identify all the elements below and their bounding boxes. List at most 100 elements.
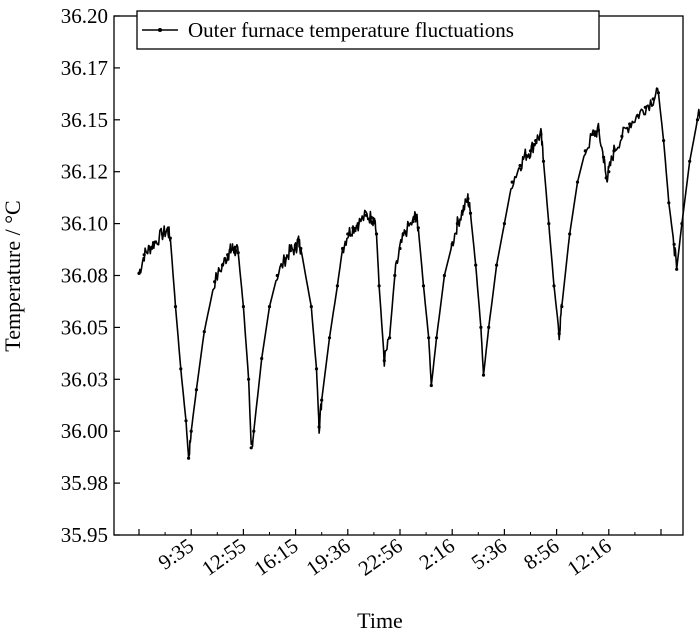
x-tick-label: 5:36 xyxy=(467,533,511,574)
data-point xyxy=(398,246,402,251)
data-point xyxy=(607,170,611,174)
data-point xyxy=(474,263,478,267)
data-point xyxy=(189,429,193,433)
y-tick-label: 36.10 xyxy=(61,212,108,236)
y-tick-label: 36.17 xyxy=(61,56,108,80)
y-tick-label: 36.20 xyxy=(61,4,108,28)
data-point xyxy=(194,388,198,392)
data-point xyxy=(528,149,533,153)
y-tick-label: 36.08 xyxy=(61,264,108,288)
data-point xyxy=(518,163,522,168)
data-point xyxy=(231,246,235,251)
data-point xyxy=(667,201,671,205)
data-point xyxy=(596,128,601,132)
data-point xyxy=(356,222,360,226)
data-point xyxy=(695,118,700,122)
data-point xyxy=(160,232,165,236)
x-axis: 9:35 12:55 16:15 19:36 22:56 2:16 5:36 8:56 12:1… xyxy=(138,529,662,581)
data-point xyxy=(346,232,350,236)
y-tick-label: 36.12 xyxy=(61,160,108,184)
data-point xyxy=(547,222,551,226)
data-point xyxy=(675,267,679,271)
series-line xyxy=(138,87,700,459)
y-axis-title: Temperature / °C xyxy=(0,200,25,351)
data-point xyxy=(341,246,345,251)
data-point xyxy=(575,180,580,184)
data-point xyxy=(327,336,332,340)
data-point xyxy=(173,305,178,309)
series-layer xyxy=(137,87,700,460)
data-point xyxy=(541,159,546,163)
data-point xyxy=(651,97,655,101)
data-point xyxy=(468,211,473,215)
data-point xyxy=(168,236,172,240)
data-point xyxy=(560,305,564,309)
data-point xyxy=(411,219,415,224)
data-point xyxy=(602,155,606,159)
data-point xyxy=(481,373,486,377)
data-point xyxy=(466,197,470,201)
x-tick-label: 12:16 xyxy=(563,533,616,580)
x-tick-label: 22:56 xyxy=(354,533,407,580)
data-point xyxy=(299,246,303,251)
data-point xyxy=(220,263,225,267)
data-point xyxy=(416,226,420,230)
data-point xyxy=(487,325,491,329)
data-point xyxy=(557,332,561,336)
data-point xyxy=(314,367,319,371)
y-tick-label: 36.15 xyxy=(61,108,108,132)
data-point xyxy=(429,383,433,388)
data-point xyxy=(202,330,206,334)
data-point xyxy=(583,149,587,153)
data-point xyxy=(369,215,373,219)
data-point xyxy=(591,132,595,136)
data-point xyxy=(662,139,666,143)
data-point xyxy=(495,263,499,267)
data-point xyxy=(427,336,431,340)
data-point xyxy=(455,222,459,226)
data-point xyxy=(552,284,556,288)
data-point xyxy=(283,257,287,261)
data-point xyxy=(539,132,543,136)
data-point xyxy=(147,246,151,251)
x-tick-label: 8:56 xyxy=(519,533,563,574)
data-point xyxy=(364,213,368,217)
y-tick-label: 35.95 xyxy=(61,523,108,547)
data-point xyxy=(260,356,264,361)
data-point xyxy=(317,425,321,429)
data-point xyxy=(294,246,298,251)
data-point xyxy=(393,273,397,278)
data-point xyxy=(351,226,355,230)
data-point xyxy=(479,325,483,329)
data-point xyxy=(434,336,439,340)
data-point xyxy=(377,284,381,288)
data-point xyxy=(153,240,157,244)
legend-label: Outer furnace temperature fluctuations xyxy=(188,18,514,42)
x-tick-label: 12:55 xyxy=(197,533,250,580)
y-tick-label: 36.03 xyxy=(61,367,108,391)
data-point xyxy=(628,122,632,126)
data-point xyxy=(523,153,527,157)
y-tick-label: 36.05 xyxy=(61,315,108,339)
data-point xyxy=(166,228,170,232)
data-point xyxy=(672,242,676,246)
data-point xyxy=(612,149,616,153)
data-point xyxy=(688,159,692,163)
y-tick-label: 35.98 xyxy=(61,471,108,495)
data-point xyxy=(442,273,446,278)
data-point xyxy=(309,305,313,309)
data-point xyxy=(680,222,684,226)
legend-box xyxy=(136,10,600,50)
data-point xyxy=(249,446,253,450)
data-point xyxy=(228,249,232,253)
data-point xyxy=(179,367,183,371)
data-point xyxy=(236,251,240,255)
data-point xyxy=(403,230,407,234)
data-point xyxy=(374,232,379,236)
legend: Outer furnace temperature fluctuations xyxy=(136,10,600,50)
data-point xyxy=(656,91,661,95)
data-point xyxy=(388,336,392,340)
data-point xyxy=(184,419,188,423)
x-tick-label: 16:15 xyxy=(250,533,303,580)
